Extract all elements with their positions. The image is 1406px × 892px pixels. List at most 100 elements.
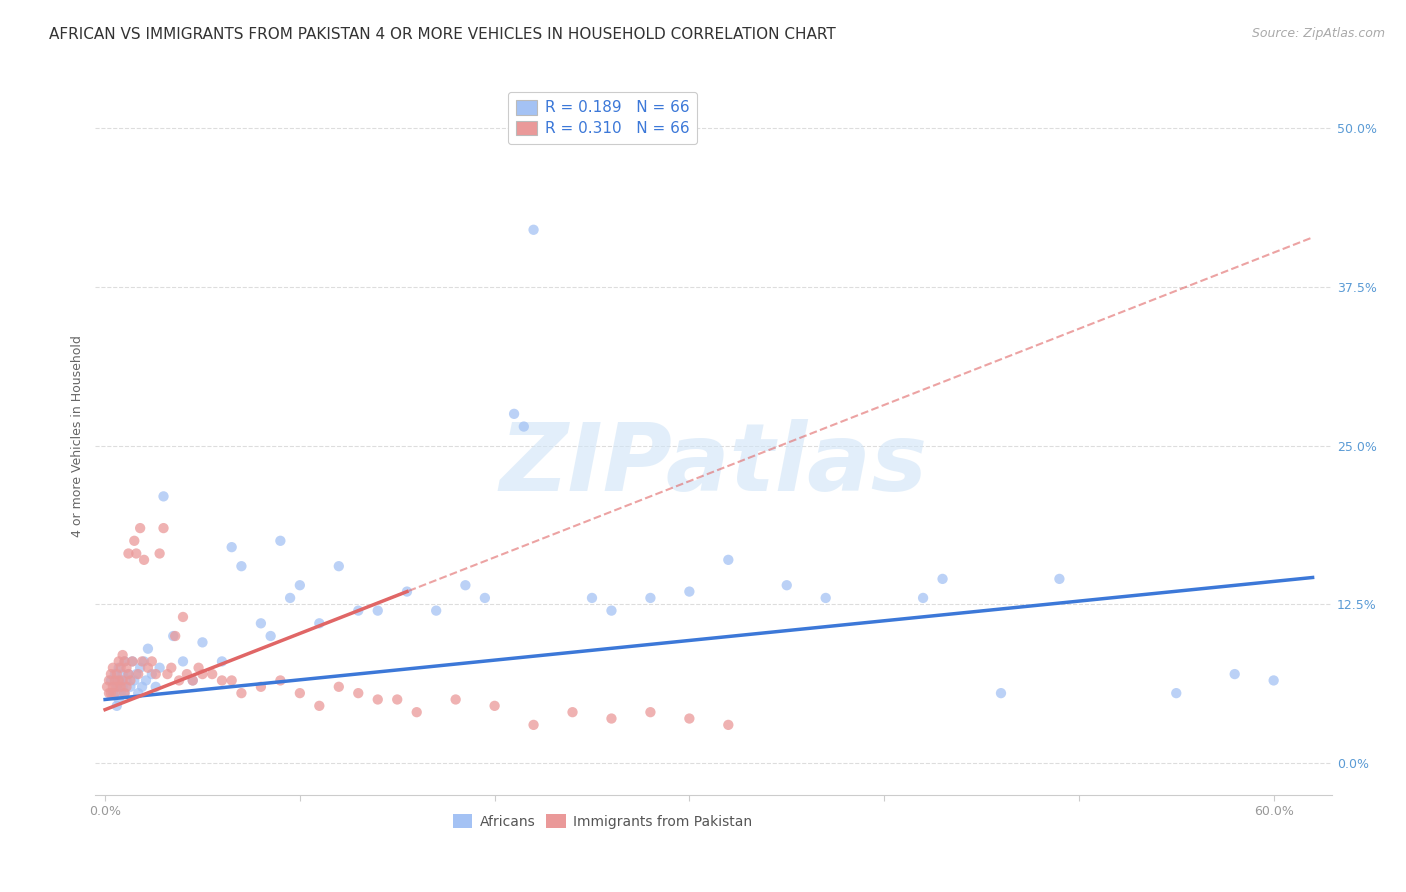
- Point: [561, 705, 583, 719]
- Point: [221, 673, 243, 688]
- Point: [1263, 673, 1285, 688]
- Point: [678, 584, 700, 599]
- Point: [107, 654, 129, 668]
- Point: [98, 673, 121, 688]
- Point: [387, 692, 409, 706]
- Point: [111, 667, 134, 681]
- Point: [110, 680, 132, 694]
- Point: [328, 559, 350, 574]
- Point: [131, 654, 153, 668]
- Point: [129, 521, 152, 535]
- Point: [269, 533, 291, 548]
- Point: [1223, 667, 1246, 681]
- Point: [259, 629, 281, 643]
- Point: [105, 680, 128, 694]
- Point: [678, 712, 700, 726]
- Point: [115, 661, 138, 675]
- Point: [145, 680, 167, 694]
- Point: [776, 578, 799, 592]
- Point: [111, 648, 134, 662]
- Point: [114, 654, 136, 668]
- Point: [581, 591, 603, 605]
- Point: [640, 591, 662, 605]
- Point: [127, 667, 149, 681]
- Point: [145, 667, 167, 681]
- Point: [114, 686, 136, 700]
- Point: [191, 635, 214, 649]
- Point: [101, 661, 124, 675]
- Point: [125, 547, 148, 561]
- Point: [308, 698, 330, 713]
- Point: [104, 667, 127, 681]
- Point: [640, 705, 662, 719]
- Point: [167, 673, 190, 688]
- Point: [425, 604, 447, 618]
- Point: [105, 698, 128, 713]
- Point: [104, 673, 127, 688]
- Point: [503, 407, 526, 421]
- Point: [107, 692, 129, 706]
- Point: [107, 661, 129, 675]
- Point: [136, 661, 159, 675]
- Y-axis label: 4 or more Vehicles in Household: 4 or more Vehicles in Household: [72, 335, 84, 537]
- Point: [231, 559, 253, 574]
- Point: [100, 673, 122, 688]
- Point: [110, 686, 132, 700]
- Point: [395, 584, 418, 599]
- Text: AFRICAN VS IMMIGRANTS FROM PAKISTAN 4 OR MORE VEHICLES IN HOUSEHOLD CORRELATION : AFRICAN VS IMMIGRANTS FROM PAKISTAN 4 OR…: [49, 27, 837, 42]
- Point: [105, 667, 128, 681]
- Point: [717, 718, 740, 732]
- Point: [132, 553, 155, 567]
- Text: Source: ZipAtlas.com: Source: ZipAtlas.com: [1251, 27, 1385, 40]
- Point: [474, 591, 496, 605]
- Point: [162, 629, 184, 643]
- Point: [117, 667, 139, 681]
- Point: [211, 673, 233, 688]
- Point: [347, 686, 370, 700]
- Point: [221, 540, 243, 554]
- Point: [367, 604, 389, 618]
- Point: [367, 692, 389, 706]
- Point: [124, 533, 146, 548]
- Point: [141, 667, 163, 681]
- Point: [1047, 572, 1070, 586]
- Point: [136, 641, 159, 656]
- Point: [211, 654, 233, 668]
- Point: [149, 661, 172, 675]
- Point: [152, 489, 174, 503]
- Point: [454, 578, 477, 592]
- Point: [101, 686, 124, 700]
- Point: [105, 680, 128, 694]
- Point: [114, 654, 136, 668]
- Point: [328, 680, 350, 694]
- Point: [141, 654, 163, 668]
- Point: [201, 667, 224, 681]
- Text: ZIPatlas: ZIPatlas: [499, 418, 928, 511]
- Point: [522, 223, 544, 237]
- Point: [444, 692, 467, 706]
- Point: [111, 680, 134, 694]
- Point: [117, 667, 139, 681]
- Point: [600, 712, 623, 726]
- Point: [100, 686, 122, 700]
- Point: [135, 673, 157, 688]
- Point: [115, 673, 138, 688]
- Point: [156, 667, 179, 681]
- Point: [172, 654, 194, 668]
- Point: [269, 673, 291, 688]
- Point: [110, 673, 132, 688]
- Point: [288, 686, 311, 700]
- Point: [160, 661, 183, 675]
- Point: [107, 673, 129, 688]
- Point: [522, 718, 544, 732]
- Point: [191, 667, 214, 681]
- Point: [115, 680, 138, 694]
- Point: [127, 686, 149, 700]
- Point: [129, 661, 152, 675]
- Point: [513, 419, 536, 434]
- Point: [278, 591, 301, 605]
- Point: [114, 686, 136, 700]
- Point: [101, 680, 124, 694]
- Point: [104, 686, 127, 700]
- Point: [405, 705, 427, 719]
